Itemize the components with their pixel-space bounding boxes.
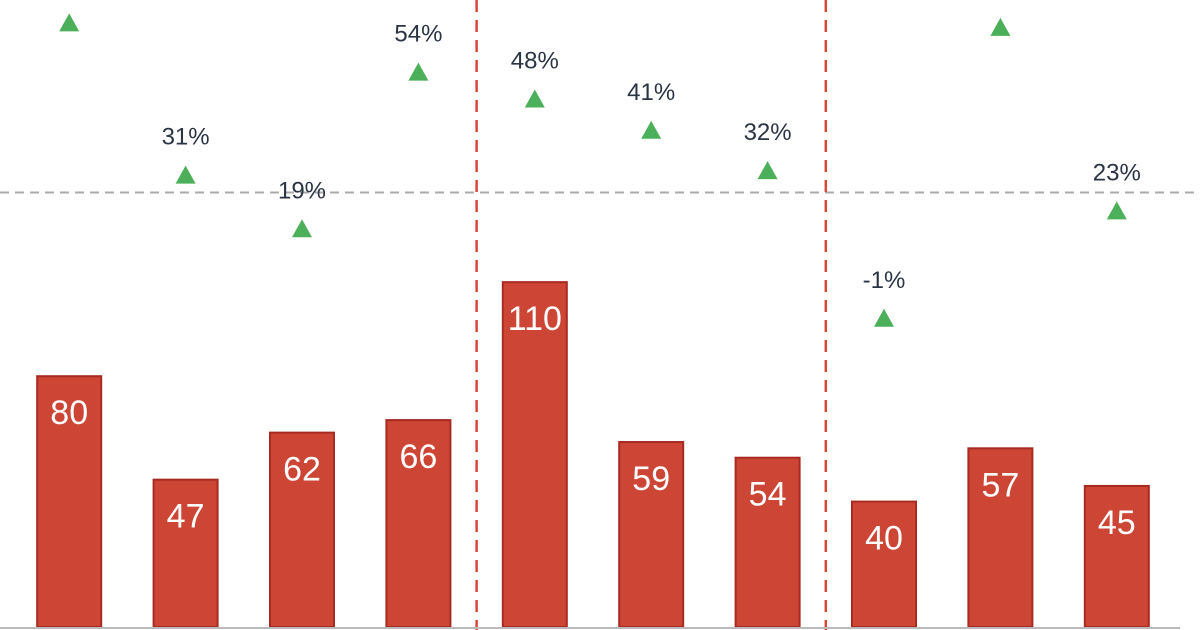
triangle-marker (1106, 201, 1127, 220)
bar-value-label: 66 (399, 438, 437, 476)
bar-value-label: 45 (1098, 504, 1136, 542)
bar (734, 456, 801, 628)
bar (618, 441, 685, 628)
bar (501, 281, 568, 628)
percent-label: 54% (394, 21, 442, 48)
bar-value-label: 54 (749, 476, 787, 514)
bar-value-label: 59 (632, 460, 670, 498)
percent-label: -1% (863, 267, 906, 294)
triangle-marker (757, 161, 778, 180)
percent-label: 23% (1093, 159, 1141, 186)
triangle-marker (408, 62, 429, 81)
triangle-marker (874, 308, 894, 327)
triangle-marker (292, 219, 312, 238)
bar-value-label: 57 (981, 466, 1019, 504)
bar-value-label: 110 (508, 300, 562, 338)
bar (152, 478, 219, 628)
percent-label: 48% (511, 47, 559, 74)
triangle-marker (175, 165, 196, 184)
bar (385, 419, 452, 628)
bar (851, 500, 917, 629)
percent-label: 19% (278, 177, 326, 204)
triangle-marker (524, 89, 545, 108)
bar-value-label: 62 (283, 451, 321, 489)
triangle-marker (59, 13, 80, 32)
bar (36, 375, 103, 629)
percent-label: 32% (744, 119, 792, 146)
bar-value-label: 47 (167, 498, 205, 536)
bar-value-label: 40 (865, 520, 903, 558)
percent-label: 41% (627, 79, 675, 106)
triangle-marker (641, 120, 662, 139)
bar (967, 447, 1034, 628)
percent-label: 31% (162, 124, 210, 151)
percent-label: 64% (976, 0, 1024, 3)
triangle-marker (990, 17, 1011, 36)
bar-value-label: 80 (50, 394, 88, 432)
bar (1083, 484, 1150, 628)
